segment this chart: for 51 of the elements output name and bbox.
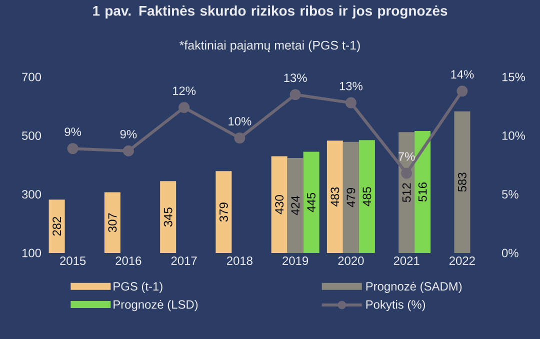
data-label: 483 [330,187,340,207]
x-tick-label: 2016 [116,256,142,265]
y2-tick-label: 10% [502,131,526,140]
data-label: 424 [291,196,300,216]
x-tick-label: 2021 [394,256,420,265]
y2-tick-label: 5% [502,190,518,199]
point [178,102,190,114]
legend-label: Prognozė (LSD) [114,300,198,312]
y-tick-label: 300 [22,190,42,199]
data-label: 430 [275,195,284,214]
data-label: 7% [398,152,415,161]
data-label: 583 [458,172,466,192]
y-tick-label: 100 [22,248,42,258]
data-label: 13% [340,82,362,90]
point [290,89,301,100]
x-tick-label: 2022 [449,256,475,265]
data-label: 10% [228,117,252,126]
data-label: 516 [418,182,427,202]
data-label: 9% [64,128,82,136]
point [345,97,356,108]
chart-title: 1 pav. Faktinės skurdo rizikos ribos ir jos prognozės [93,6,448,19]
y2-tick-label: 0% [502,248,518,258]
data-label: 379 [219,202,228,222]
point [122,145,134,156]
point [67,143,78,154]
data-label: 479 [346,188,356,208]
x-tick-label: 2018 [226,256,252,265]
chart-subtitle: *faktiniai pajamų metai (PGS t-1) [180,40,360,52]
x-tick-label: 2017 [171,256,197,265]
x-tick-label: 2015 [60,256,86,265]
x-tick-label: 2020 [338,256,364,265]
y-tick-label: 500 [22,131,42,140]
data-label: 345 [164,208,172,227]
data-label: 13% [284,74,307,82]
data-label: 512 [402,183,411,202]
data-label: 9% [120,130,137,138]
x-tick-label: 2019 [282,256,308,265]
data-label: 282 [52,216,62,236]
legend-label: PGS (t-1) [114,282,162,293]
point [456,86,468,97]
y-tick-label: 700 [22,72,42,82]
legend-label: Pokytis (%) [366,300,426,312]
point [234,132,246,144]
data-label: 485 [362,187,372,206]
data-label: 12% [173,86,196,95]
data-label: 14% [451,70,474,79]
y2-tick-label: 15% [502,72,526,82]
legend-label: Prognozė (SADM) [366,282,462,293]
data-label: 445 [307,192,316,212]
point [401,168,412,179]
data-label: 307 [108,213,117,232]
